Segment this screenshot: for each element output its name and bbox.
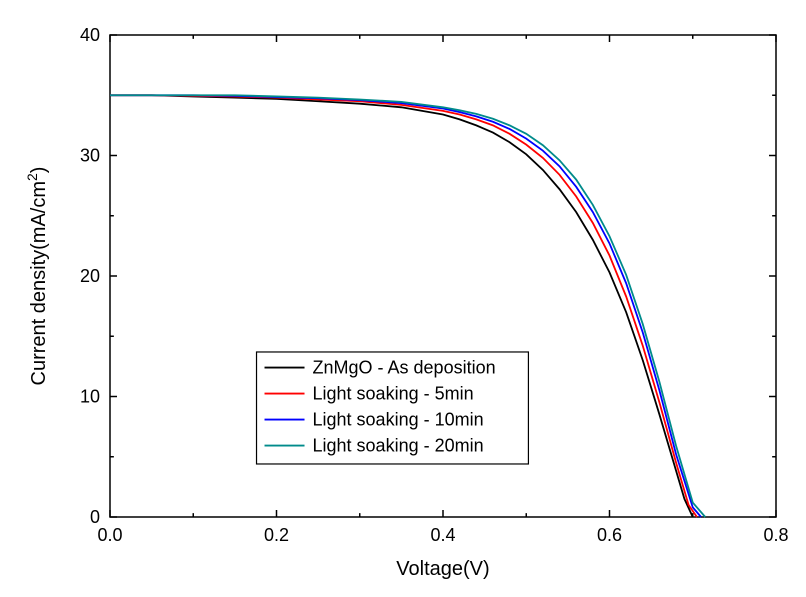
x-tick-label: 0.2 — [264, 525, 289, 545]
x-tick-label: 0.6 — [597, 525, 622, 545]
x-axis-label: Voltage(V) — [396, 558, 489, 580]
x-tick-label: 0.8 — [763, 525, 788, 545]
chart-background — [0, 0, 806, 597]
legend-label: ZnMgO - As deposition — [313, 357, 496, 377]
y-axis-label: Current density(mA/cm2) — [24, 167, 50, 386]
y-tick-label: 20 — [80, 266, 100, 286]
x-tick-label: 0.0 — [97, 525, 122, 545]
legend-label: Light soaking - 5min — [313, 383, 474, 403]
y-tick-label: 30 — [80, 146, 100, 166]
y-tick-label: 40 — [80, 25, 100, 45]
y-tick-label: 0 — [90, 507, 100, 527]
x-tick-label: 0.4 — [430, 525, 455, 545]
y-tick-label: 10 — [80, 387, 100, 407]
jv-curve-chart: 0.0 0.2 0.4 0.6 0.8 0 10 20 30 40 Voltage(V) Curren… — [0, 0, 806, 597]
legend-label: Light soaking - 10min — [313, 409, 484, 429]
legend-label: Light soaking - 20min — [313, 435, 484, 455]
chart-container: 0.0 0.2 0.4 0.6 0.8 0 10 20 30 40 Voltage(V) Curren… — [0, 0, 806, 597]
